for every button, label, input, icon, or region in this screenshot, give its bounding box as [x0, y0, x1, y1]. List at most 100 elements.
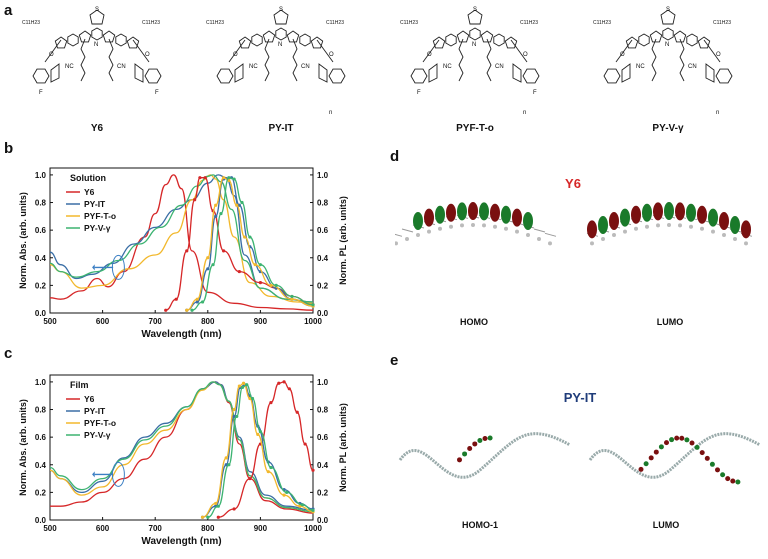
orbital-lobe: [598, 215, 608, 234]
atom-label-cn: CN: [301, 64, 310, 70]
chain-label-c11: C11H23: [22, 20, 40, 26]
core-ring: [251, 33, 263, 47]
alkyl-chain-left: [651, 38, 657, 82]
atom: [656, 223, 660, 228]
chain-label-c11: C11H23: [713, 20, 731, 26]
molecule-name-py-v-gamma: PY-V-γ: [652, 123, 684, 134]
series-marker: [311, 508, 315, 512]
series-marker: [274, 283, 278, 287]
y2-tick-label: 1.0: [317, 378, 329, 387]
series-marker: [227, 463, 231, 467]
polymer-label-n: n: [716, 110, 719, 116]
atom-label-o: O: [620, 52, 625, 58]
orbital-lobe: [648, 455, 654, 461]
atom-label-cn: NC: [443, 64, 452, 70]
y-axis-label: Norm. Abs. (arb. units): [18, 192, 28, 289]
atom: [711, 229, 715, 234]
vinyl-link: [703, 39, 721, 63]
series-marker: [266, 470, 270, 474]
series-marker: [298, 504, 302, 508]
vinyl-link: [510, 39, 528, 63]
series-marker: [282, 380, 286, 384]
series-marker: [282, 493, 286, 497]
y2-tick-label: 0.8: [317, 199, 329, 208]
series-marker: [269, 401, 273, 405]
end-group-benzene: [32, 68, 50, 84]
series-marker: [295, 410, 299, 414]
orbital-lobe: [468, 202, 478, 220]
series-marker: [185, 249, 189, 253]
core-ring: [262, 30, 276, 43]
molecule-name-py-it: PY-IT: [268, 123, 294, 134]
series-marker: [214, 501, 218, 506]
end-group-benzene: [410, 68, 428, 84]
series-marker: [224, 456, 228, 460]
orbital-title-y6: Y6: [565, 176, 581, 191]
core-ring: [445, 33, 457, 47]
arrow-left-head: [92, 471, 95, 478]
y2-tick-label: 0.6: [317, 433, 329, 442]
orbital-lobe: [674, 435, 680, 441]
atom: [438, 226, 442, 231]
x-tick-label: 700: [149, 524, 163, 533]
orbital-lobe: [512, 208, 522, 227]
core-ring: [649, 30, 663, 43]
polymer-orbital-1: [588, 432, 761, 485]
orbital-lobe: [462, 451, 468, 457]
orbital-lobe: [741, 220, 751, 239]
orbital-lobe: [719, 212, 729, 231]
y-tick-label: 0.0: [35, 516, 47, 525]
molecule-0: [32, 9, 162, 84]
alkyl-chain-left: [264, 38, 270, 82]
core-ring: [662, 27, 674, 41]
x-axis-label: Wavelength (nm): [141, 329, 221, 340]
panel-letter-b: b: [4, 140, 14, 157]
orbital-lobe: [472, 441, 478, 447]
core-ring: [456, 30, 470, 43]
series-marker: [253, 263, 257, 267]
orbital-lobe: [487, 435, 493, 441]
orbital-title-py-it: PY-IT: [563, 390, 597, 405]
bond: [401, 228, 414, 233]
series-marker: [245, 383, 249, 387]
series-marker: [232, 407, 236, 412]
core-ring: [673, 30, 687, 43]
series-marker: [203, 176, 207, 180]
series-line-pl: [202, 384, 314, 518]
series-marker: [195, 300, 199, 304]
series-marker: [214, 214, 218, 218]
y2-tick-label: 0.6: [317, 226, 329, 235]
series-marker: [311, 468, 315, 472]
orbital-lobe: [477, 438, 483, 444]
series-marker: [235, 414, 239, 419]
atom: [667, 223, 671, 227]
orbital-lobe: [669, 437, 675, 443]
legend-label: Y6: [84, 394, 95, 404]
atom: [744, 241, 748, 246]
legend-label: PY-V-γ: [84, 223, 111, 233]
series-marker: [200, 300, 205, 304]
series-marker: [221, 176, 226, 180]
orbital-lobe: [609, 212, 619, 231]
legend-label: PY-V-γ: [84, 430, 111, 440]
end-group-ring: [512, 63, 522, 83]
plot-frame: [49, 167, 314, 314]
series-marker: [214, 203, 218, 207]
y-tick-label: 0.2: [35, 281, 47, 290]
orbital-lobe: [457, 202, 467, 221]
series-marker: [206, 515, 210, 519]
polymer-label-n: n: [329, 110, 332, 116]
atom-label-o: O: [233, 52, 238, 58]
orbital-lobe: [725, 476, 731, 482]
atom-label-cn: CN: [495, 64, 504, 70]
atom: [449, 224, 453, 229]
y2-tick-label: 1.0: [317, 171, 329, 180]
bond: [544, 232, 557, 237]
core-ring: [310, 36, 324, 49]
atom-label-n: N: [665, 42, 669, 48]
y2-tick-label: 0.4: [317, 254, 329, 263]
vinyl-link: [44, 39, 62, 63]
alkyl-chain-right: [292, 38, 298, 82]
panel-letter-c: c: [4, 345, 13, 362]
core-ring: [115, 33, 127, 47]
